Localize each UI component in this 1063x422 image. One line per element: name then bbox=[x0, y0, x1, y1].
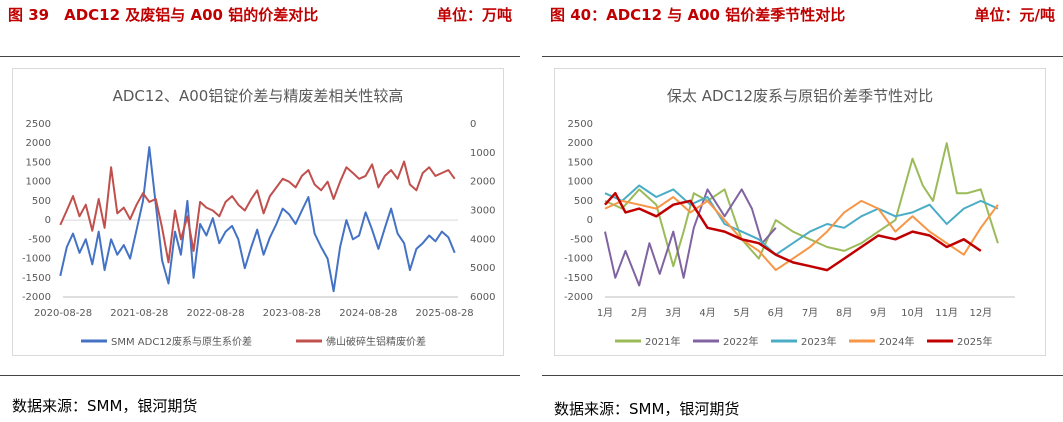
y-tick-label: 1500 bbox=[568, 157, 593, 168]
x-tick-label: 2025-08-28 bbox=[416, 308, 474, 319]
series-line-1 bbox=[604, 142, 999, 268]
right-top-divider bbox=[542, 56, 1063, 57]
left-figure-unit: 单位：万吨 bbox=[436, 6, 512, 24]
y-left-tick-label: 0 bbox=[45, 215, 51, 226]
x-tick-label: 2024-08-28 bbox=[339, 308, 397, 319]
left-figure-title: 图 39 ADC12 及废铝与 A00 铝的价差对比 bbox=[8, 6, 319, 24]
y-tick-label: -2000 bbox=[564, 292, 593, 303]
x-tick-label: 1月 bbox=[597, 307, 613, 319]
right-source: 数据来源：SMM，银河期货 bbox=[554, 400, 740, 418]
y-tick-label: -1000 bbox=[564, 254, 593, 265]
series-line-4 bbox=[604, 196, 999, 272]
right-figure-header: 图 40：ADC12 与 A00 铝价差季节性对比 单位：元/吨 bbox=[550, 4, 1055, 26]
x-tick-label: 4月 bbox=[699, 307, 715, 319]
series-line-1 bbox=[59, 146, 456, 293]
right-figure-unit: 单位：元/吨 bbox=[974, 6, 1055, 24]
legend-label-1: 2021年 bbox=[645, 335, 680, 348]
series-line-2 bbox=[604, 188, 777, 287]
right-panel: 图 40：ADC12 与 A00 铝价差季节性对比 单位：元/吨 保太 ADC1… bbox=[542, 0, 1063, 422]
right-chart-box: 保太 ADC12废系与原铝价差季节性对比 -2000 -1500 -1000 -500 0… bbox=[554, 68, 1046, 356]
right-figure-title: 图 40：ADC12 与 A00 铝价差季节性对比 bbox=[550, 6, 846, 24]
series-line-5 bbox=[604, 191, 982, 272]
x-tick-label: 2020-08-28 bbox=[34, 308, 92, 319]
legend-label-2: 佛山破碎生铝精废价差 bbox=[326, 335, 426, 348]
y-right-tick-label: 0 bbox=[470, 119, 476, 130]
y-right-tick-label: 2000 bbox=[470, 177, 495, 188]
left-top-divider bbox=[0, 56, 520, 57]
x-tick-label: 7月 bbox=[802, 307, 818, 319]
y-left-tick-label: 1000 bbox=[26, 177, 51, 188]
x-tick-label: 6月 bbox=[768, 307, 784, 319]
y-left-tick-label: 2000 bbox=[26, 138, 51, 149]
chart-title: 保太 ADC12废系与原铝价差季节性对比 bbox=[667, 87, 933, 105]
left-chart-box: ADC12、A00铝锭价差与精废差相关性较高 -2000 -1500 -1000 -50… bbox=[12, 68, 504, 356]
left-figure-header: 图 39 ADC12 及废铝与 A00 铝的价差对比 单位：万吨 bbox=[8, 4, 512, 26]
y-right-tick-label: 4000 bbox=[470, 234, 495, 245]
left-source: 数据来源：SMM，银河期货 bbox=[12, 397, 198, 415]
y-tick-label: 2000 bbox=[568, 138, 593, 149]
right-chart: 保太 ADC12废系与原铝价差季节性对比 -2000 -1500 -1000 -500 0… bbox=[564, 87, 1015, 348]
x-tick-label: 2月 bbox=[631, 307, 647, 319]
x-tick-label: 8月 bbox=[836, 307, 852, 319]
y-right-tick-label: 5000 bbox=[470, 263, 495, 274]
chart-title: ADC12、A00铝锭价差与精废差相关性较高 bbox=[113, 87, 404, 105]
y-left-tick-label: 1500 bbox=[26, 157, 51, 168]
x-tick-label: 10月 bbox=[901, 307, 924, 319]
x-tick-label: 5月 bbox=[733, 307, 749, 319]
left-chart: ADC12、A00铝锭价差与精废差相关性较高 -2000 -1500 -1000 -50… bbox=[22, 87, 496, 348]
y-left-tick-label: 500 bbox=[32, 196, 51, 207]
y-right-tick-label: 3000 bbox=[470, 206, 495, 217]
legend-label-4: 2024年 bbox=[879, 335, 914, 348]
x-tick-label: 9月 bbox=[870, 307, 886, 319]
y-left-tick-label: 2500 bbox=[26, 119, 51, 130]
x-tick-label: 12月 bbox=[969, 307, 992, 319]
legend-label-2: 2022年 bbox=[723, 335, 758, 348]
y-left-tick-label: -1000 bbox=[22, 254, 51, 265]
x-tick-label: 3月 bbox=[665, 307, 681, 319]
y-tick-label: 1000 bbox=[568, 177, 593, 188]
y-tick-label: -500 bbox=[570, 234, 593, 245]
y-left-tick-label: -500 bbox=[28, 234, 51, 245]
y-tick-label: -1500 bbox=[564, 273, 593, 284]
y-left-tick-label: -1500 bbox=[22, 273, 51, 284]
legend-label-1: SMM ADC12废系与原生系价差 bbox=[111, 335, 252, 348]
legend-label-5: 2025年 bbox=[957, 335, 992, 348]
y-tick-label: 500 bbox=[574, 196, 593, 207]
y-left-tick-label: -2000 bbox=[22, 292, 51, 303]
left-bottom-divider bbox=[0, 375, 520, 376]
y-tick-label: 0 bbox=[587, 215, 593, 226]
x-tick-label: 2022-08-28 bbox=[187, 308, 245, 319]
legend-label-3: 2023年 bbox=[801, 335, 836, 348]
y-right-tick-label: 1000 bbox=[470, 148, 495, 159]
left-panel: 图 39 ADC12 及废铝与 A00 铝的价差对比 单位：万吨 ADC12、A… bbox=[0, 0, 520, 422]
series-line-3 bbox=[604, 184, 999, 256]
x-tick-label: 2023-08-28 bbox=[263, 308, 321, 319]
x-tick-label: 2021-08-28 bbox=[110, 308, 168, 319]
series-line-2 bbox=[59, 160, 456, 264]
right-bottom-divider bbox=[542, 375, 1063, 376]
y-right-tick-label: 6000 bbox=[470, 292, 495, 303]
x-tick-label: 11月 bbox=[935, 307, 958, 319]
y-tick-label: 2500 bbox=[568, 119, 593, 130]
